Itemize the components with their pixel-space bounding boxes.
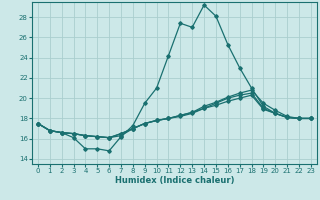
X-axis label: Humidex (Indice chaleur): Humidex (Indice chaleur) [115, 176, 234, 185]
